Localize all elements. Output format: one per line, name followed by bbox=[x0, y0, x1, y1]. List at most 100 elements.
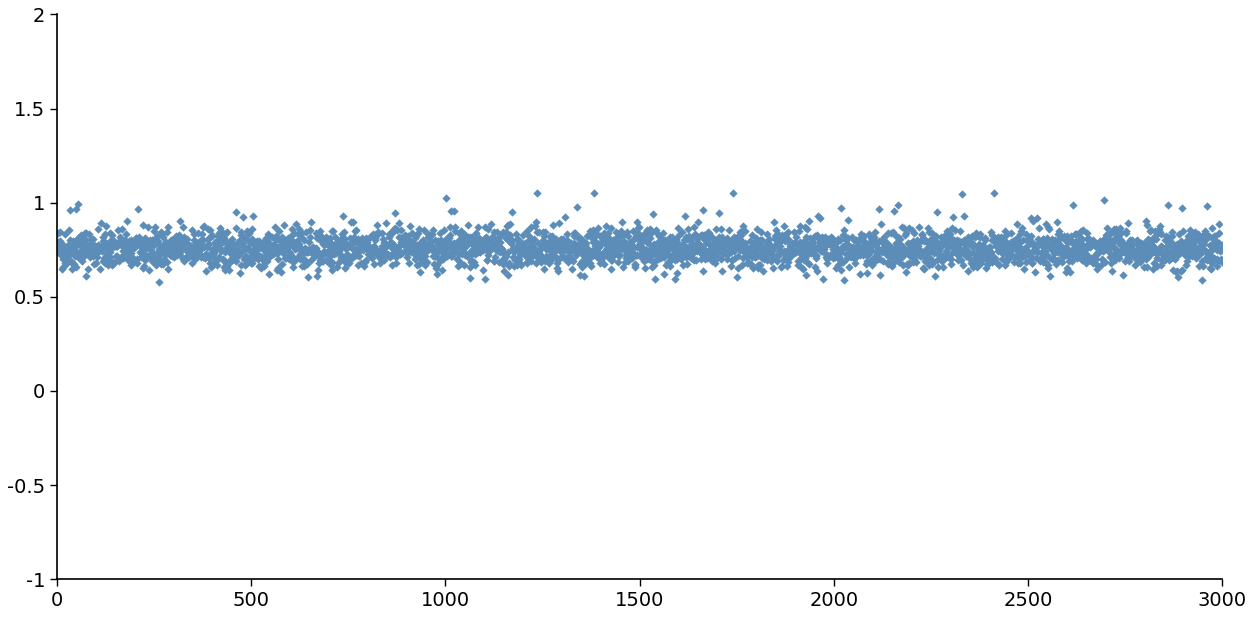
Point bbox=[267, 254, 287, 264]
Point bbox=[1041, 271, 1061, 281]
Point bbox=[1141, 236, 1161, 246]
Point bbox=[1124, 252, 1144, 262]
Point bbox=[128, 239, 148, 249]
Point bbox=[296, 226, 316, 236]
Point bbox=[262, 241, 282, 251]
Point bbox=[83, 234, 103, 244]
Point bbox=[411, 254, 431, 264]
Point bbox=[400, 237, 420, 247]
Point bbox=[667, 254, 687, 264]
Point bbox=[861, 255, 882, 265]
Point bbox=[1042, 254, 1062, 264]
Point bbox=[188, 245, 208, 255]
Point bbox=[404, 242, 424, 252]
Point bbox=[641, 255, 661, 265]
Point bbox=[365, 233, 385, 242]
Point bbox=[640, 254, 660, 263]
Point bbox=[1132, 254, 1152, 263]
Point bbox=[898, 238, 918, 247]
Point bbox=[428, 260, 448, 270]
Point bbox=[653, 252, 673, 262]
Point bbox=[448, 247, 468, 257]
Point bbox=[725, 232, 745, 242]
Point bbox=[983, 236, 1003, 246]
Point bbox=[1055, 235, 1075, 245]
Point bbox=[159, 241, 179, 251]
Point bbox=[1027, 213, 1047, 223]
Point bbox=[440, 230, 460, 240]
Point bbox=[1046, 259, 1066, 269]
Point bbox=[690, 241, 710, 251]
Point bbox=[261, 243, 281, 253]
Point bbox=[99, 254, 119, 263]
Point bbox=[554, 253, 574, 263]
Point bbox=[686, 239, 706, 249]
Point bbox=[93, 256, 113, 266]
Point bbox=[1130, 247, 1150, 257]
Point bbox=[189, 244, 209, 254]
Point bbox=[959, 248, 979, 258]
Point bbox=[154, 239, 174, 249]
Point bbox=[184, 235, 204, 245]
Point bbox=[601, 255, 621, 265]
Point bbox=[782, 245, 803, 255]
Point bbox=[55, 243, 75, 253]
Point bbox=[469, 240, 489, 250]
Point bbox=[291, 243, 311, 253]
Point bbox=[977, 259, 997, 269]
Point bbox=[248, 243, 268, 253]
Point bbox=[150, 259, 171, 268]
Point bbox=[196, 250, 216, 260]
Point bbox=[184, 244, 204, 254]
Point bbox=[727, 272, 747, 282]
Point bbox=[1021, 231, 1041, 241]
Point bbox=[142, 239, 162, 249]
Point bbox=[968, 231, 988, 241]
Point bbox=[90, 244, 110, 254]
Point bbox=[1174, 244, 1194, 254]
Point bbox=[885, 231, 905, 241]
Point bbox=[306, 247, 326, 257]
Point bbox=[750, 234, 770, 244]
Point bbox=[878, 259, 898, 269]
Point bbox=[915, 244, 935, 254]
Point bbox=[727, 234, 747, 244]
Point bbox=[216, 236, 236, 246]
Point bbox=[426, 269, 446, 279]
Point bbox=[356, 233, 376, 243]
Point bbox=[993, 248, 1013, 258]
Point bbox=[166, 244, 186, 254]
Point bbox=[999, 254, 1020, 263]
Point bbox=[1151, 260, 1171, 270]
Point bbox=[512, 244, 532, 254]
Point bbox=[858, 257, 878, 267]
Point bbox=[1208, 254, 1228, 263]
Point bbox=[487, 239, 507, 249]
Point bbox=[1003, 239, 1023, 249]
Point bbox=[1033, 243, 1053, 253]
Point bbox=[609, 231, 630, 241]
Point bbox=[419, 233, 439, 242]
Point bbox=[208, 241, 228, 251]
Point bbox=[519, 231, 539, 241]
Point bbox=[167, 246, 187, 256]
Point bbox=[697, 248, 717, 258]
Point bbox=[463, 249, 483, 259]
Point bbox=[396, 252, 416, 262]
Point bbox=[882, 252, 902, 262]
Point bbox=[179, 250, 199, 260]
Point bbox=[943, 223, 963, 233]
Point bbox=[711, 254, 731, 264]
Point bbox=[1042, 234, 1062, 244]
Point bbox=[399, 244, 419, 254]
Point bbox=[433, 251, 453, 261]
Point bbox=[271, 267, 291, 276]
Point bbox=[750, 249, 770, 259]
Point bbox=[974, 246, 994, 256]
Point bbox=[640, 248, 660, 258]
Point bbox=[124, 242, 144, 252]
Point bbox=[347, 234, 367, 244]
Point bbox=[510, 250, 530, 260]
Point bbox=[1008, 241, 1028, 251]
Point bbox=[1140, 251, 1160, 260]
